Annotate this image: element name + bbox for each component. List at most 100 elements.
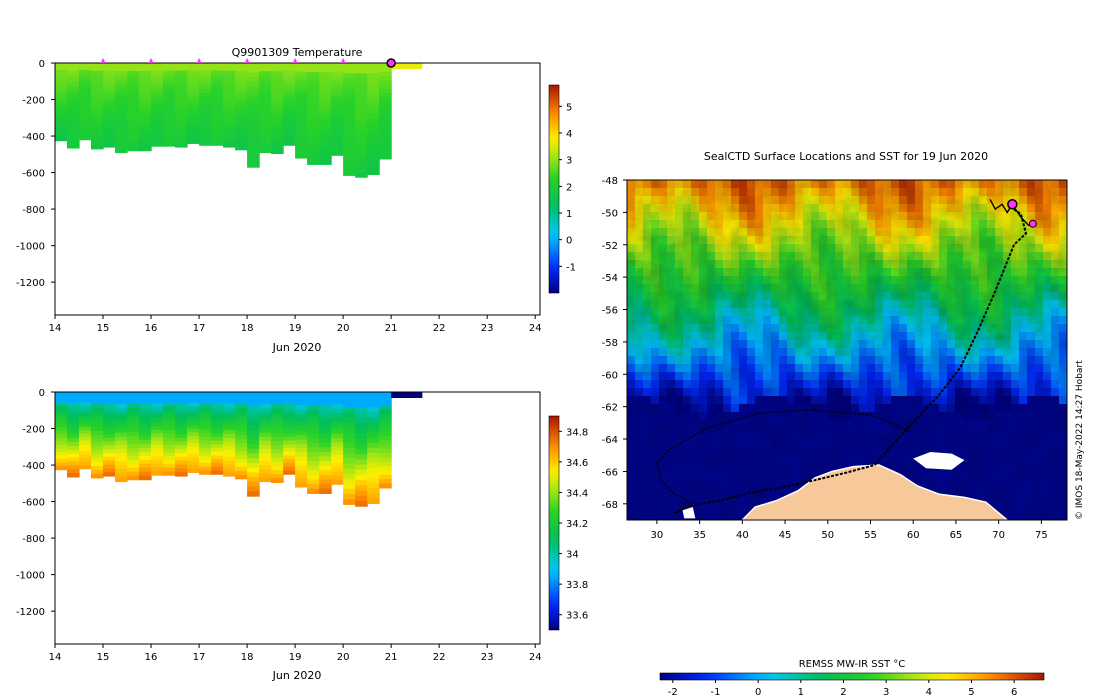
section-cell: [259, 436, 272, 442]
section-cell: [79, 419, 92, 424]
section-cell: [331, 130, 344, 135]
section-cell: [319, 113, 332, 119]
section-cell: [295, 119, 308, 125]
section-cell: [235, 66, 248, 72]
section-cell: [103, 66, 116, 72]
y-tick-label: -1200: [16, 607, 45, 618]
section-cell: [331, 138, 344, 144]
section-cell: [343, 478, 356, 485]
section-cell: [283, 410, 296, 416]
section-cell: [91, 129, 104, 134]
section-cell: [91, 407, 104, 413]
section-cell: [127, 146, 140, 152]
section-cell: [199, 70, 212, 75]
section-cell: [307, 410, 320, 416]
section-cell: [67, 70, 80, 76]
section-cell: [115, 457, 128, 462]
section-cell: [367, 483, 380, 489]
section-cell: [139, 419, 152, 425]
section-cell: [379, 405, 392, 411]
section-cell: [79, 416, 92, 421]
y-tick-label: -400: [22, 132, 45, 143]
section-cell: [91, 98, 104, 103]
section-cell: [127, 70, 140, 76]
section-cell: [355, 438, 368, 445]
section-cell: [295, 435, 308, 441]
section-cell: [343, 124, 356, 130]
section-cell: [127, 407, 140, 413]
section-cell: [151, 115, 164, 121]
section-cell: [115, 396, 128, 401]
section-cell: [223, 399, 236, 405]
section-cell: [103, 105, 116, 110]
salinity-x-label: Jun 2020: [272, 669, 322, 682]
section-cell: [307, 109, 320, 115]
section-cell: [211, 96, 224, 101]
section-cell: [343, 154, 356, 161]
section-cell: [367, 457, 380, 464]
profile-marker: [244, 58, 250, 63]
section-cell: [343, 88, 356, 95]
x-tick-label: 18: [241, 652, 254, 663]
section-cell: [139, 459, 152, 465]
y-tick-label: -1200: [16, 278, 45, 289]
section-cell: [103, 468, 116, 473]
section-cell: [307, 419, 320, 425]
section-cell: [367, 462, 380, 469]
section-cell: [283, 433, 296, 438]
section-cell: [187, 92, 200, 97]
section-cell: [223, 460, 236, 466]
map-frame: [626, 179, 1068, 521]
section-cell: [127, 134, 140, 140]
section-cell: [187, 457, 200, 462]
section-cell: [259, 148, 272, 154]
section-cell: [175, 414, 188, 420]
section-cell: [103, 116, 116, 121]
section-cell: [91, 63, 104, 68]
section-cell: [235, 82, 248, 88]
section-cell: [223, 468, 236, 473]
section-cell: [175, 143, 188, 148]
section-cell: [295, 469, 308, 475]
section-cell: [151, 441, 164, 446]
section-cell: [211, 81, 224, 87]
section-cell: [67, 465, 80, 470]
section-cell: [319, 86, 332, 92]
colorbar-tick-label: 5: [566, 102, 572, 113]
section-cell: [223, 464, 236, 469]
section-cell: [379, 80, 392, 86]
section-cell: [247, 81, 260, 88]
section-cell: [211, 137, 224, 143]
section-cell: [175, 464, 188, 469]
section-cell: [211, 399, 224, 404]
x-tick-label: 14: [49, 323, 62, 334]
section-cell: [319, 136, 332, 142]
section-cell: [379, 63, 392, 68]
section-cell: [103, 89, 116, 95]
section-cell: [115, 392, 128, 397]
section-cell: [223, 437, 236, 443]
section-cell: [67, 430, 80, 436]
section-cell: [187, 139, 200, 144]
section-cell: [55, 441, 68, 446]
section-cell: [79, 87, 92, 92]
section-cell: [139, 463, 152, 469]
section-cell: [355, 423, 368, 429]
section-cell: [271, 474, 284, 479]
section-cell: [211, 470, 224, 475]
section-cell: [199, 126, 212, 131]
section-cell: [331, 408, 344, 414]
section-cell: [331, 151, 344, 156]
section-cell: [283, 421, 296, 427]
map-y-tick-label: -62: [602, 403, 618, 414]
section-cell: [55, 406, 68, 411]
temperature-colorbar: -1 0 1 2 3 4 5: [548, 84, 576, 294]
x-tick-label: 17: [193, 652, 206, 663]
section-cell: [247, 91, 260, 97]
section-cell: [295, 93, 308, 99]
section-cell: [175, 112, 188, 118]
section-cell: [247, 434, 260, 440]
section-cell: [175, 434, 188, 439]
section-cell: [295, 400, 308, 406]
section-cell: [307, 99, 320, 106]
